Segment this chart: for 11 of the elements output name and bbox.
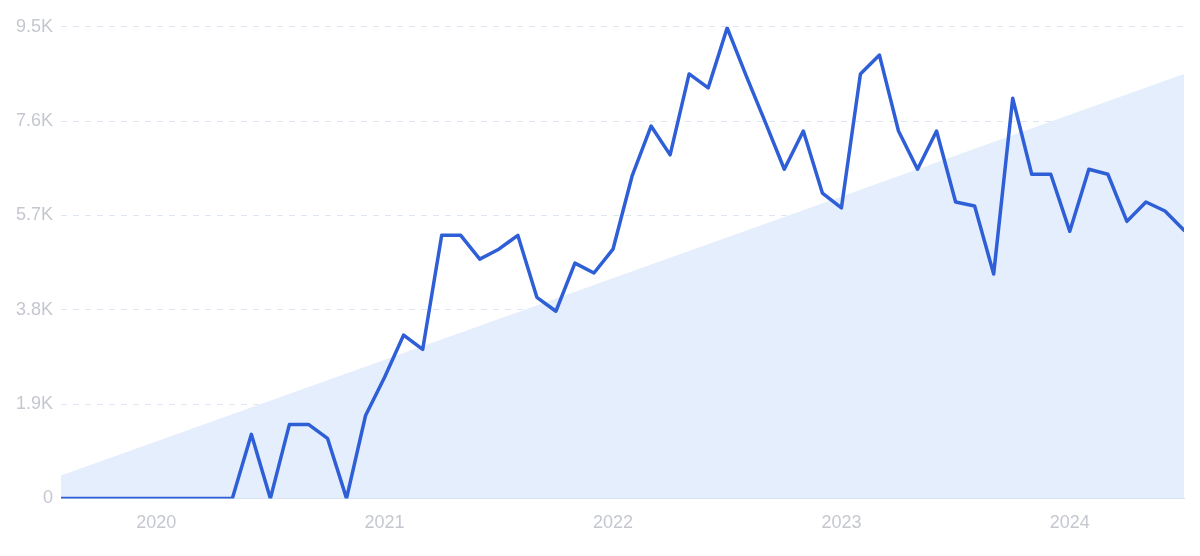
x-tick-label: 2023: [821, 512, 862, 533]
x-tick-label: 2020: [136, 512, 177, 533]
y-tick-label: 1.9K: [16, 393, 54, 414]
y-tick-label: 5.7K: [16, 204, 54, 225]
x-tick-label: 2021: [364, 512, 405, 533]
y-tick-label: 7.6K: [16, 110, 54, 131]
x-tick-label: 2024: [1049, 512, 1090, 533]
x-tick-label: 2022: [592, 512, 634, 533]
y-tick-label: 9.5K: [16, 15, 54, 36]
y-tick-label: 0: [43, 487, 54, 508]
y-tick-label: 3.8K: [16, 298, 54, 319]
